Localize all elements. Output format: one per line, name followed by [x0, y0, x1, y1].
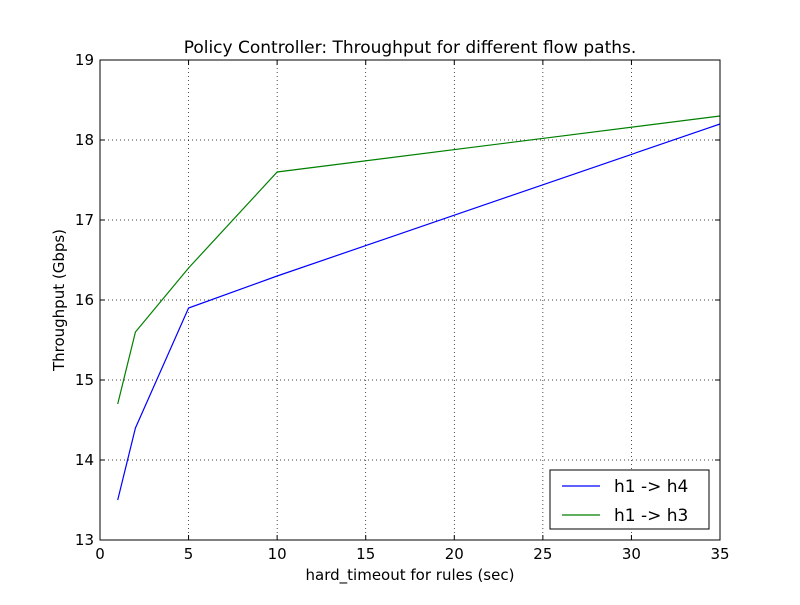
- series-line-h1-h3: [117, 115, 721, 405]
- x-tick-label: 0: [95, 545, 105, 563]
- series-layer: [117, 115, 721, 501]
- x-axis-label: hard_timeout for rules (sec): [306, 566, 515, 585]
- grid-lines: [100, 60, 720, 540]
- y-axis-label: Throughput (Gbps): [50, 229, 68, 372]
- y-tick-label: 19: [75, 51, 94, 69]
- legend-label-h1-h4: h1 -> h4: [614, 477, 688, 497]
- y-tick-label: 17: [75, 211, 94, 229]
- y-tick-label: 15: [75, 371, 94, 389]
- x-tick-label: 5: [184, 545, 194, 563]
- x-tick-label: 25: [533, 545, 552, 563]
- x-tick-label: 20: [445, 545, 464, 563]
- x-tick-label: 35: [710, 545, 729, 563]
- legend-box: [549, 469, 710, 530]
- y-tick-label: 18: [75, 131, 94, 149]
- series-line-h1-h4: [117, 123, 721, 501]
- legend-label-h1-h3: h1 -> h3: [614, 506, 688, 526]
- x-tick-label: 30: [622, 545, 641, 563]
- legend: h1 -> h4 h1 -> h3: [549, 469, 710, 530]
- y-tick-label: 13: [75, 531, 94, 549]
- axis-ticks: 0 5 10 15 20 25 30 35 13 14 15 16 17 18 19: [75, 51, 730, 563]
- x-tick-label: 10: [268, 545, 287, 563]
- x-tick-label: 15: [356, 545, 375, 563]
- y-tick-label: 16: [75, 291, 94, 309]
- chart-title: Policy Controller: Throughput for differ…: [184, 38, 637, 58]
- y-tick-label: 14: [75, 451, 94, 469]
